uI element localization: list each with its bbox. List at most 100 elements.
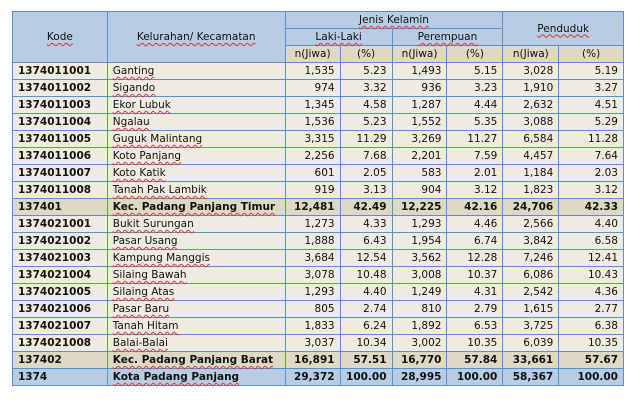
- header-total-pct: (%): [558, 45, 624, 63]
- perempuan-pct-cell: 5.35: [446, 113, 504, 131]
- perempuan-n-cell: 1,293: [391, 215, 448, 233]
- laki-pct-cell: 100.00: [339, 368, 393, 386]
- table-row: 1374021004 Silaing Bawah 3,078 10.48 3,008 10…: [12, 266, 624, 284]
- total-n-cell: 1,823: [502, 181, 560, 199]
- header-kelurahan-label: Kelurahan/ Kecamatan: [136, 31, 256, 43]
- nama-cell: Ngalau: [106, 113, 286, 131]
- total-pct-cell: 100.00: [558, 368, 624, 386]
- kode-cell: 1374021002: [12, 232, 108, 250]
- nama-label: Pasar Usang: [112, 235, 178, 247]
- nama-label: Silaing Bawah: [112, 269, 187, 281]
- perempuan-n-cell: 1,493: [391, 62, 448, 80]
- perempuan-pct-cell: 2.01: [446, 164, 504, 182]
- kode-cell: 1374: [12, 368, 108, 386]
- laki-pct-cell: 10.48: [339, 266, 393, 284]
- perempuan-pct-cell: 3.12: [446, 181, 504, 199]
- header-laki-label: Laki-Laki: [315, 31, 362, 43]
- total-n-cell: 6,039: [502, 334, 560, 352]
- total-pct-cell: 7.64: [558, 147, 624, 165]
- kode-cell: 1374021004: [12, 266, 108, 284]
- total-pct-cell: 3.12: [558, 181, 624, 199]
- laki-pct-cell: 7.68: [339, 147, 393, 165]
- kode-cell: 1374011008: [12, 181, 108, 199]
- nama-cell: Pasar Usang: [106, 232, 286, 250]
- header-penduduk-label: Penduduk: [537, 22, 590, 35]
- perempuan-pct-cell: 6.74: [446, 232, 504, 250]
- total-pct-cell: 11.28: [558, 130, 624, 148]
- perempuan-pct-cell: 3.23: [446, 79, 504, 97]
- table-row: 1374011003 Ekor Lubuk 1,345 4.58 1,287 4.44 2,…: [12, 96, 624, 114]
- perempuan-n-cell: 3,002: [391, 334, 448, 352]
- nama-label: Pasar Baru: [112, 303, 170, 315]
- nama-cell: Guguk Malintang: [106, 130, 286, 148]
- perempuan-pct-cell: 11.27: [446, 130, 504, 148]
- laki-pct-cell: 4.33: [339, 215, 393, 233]
- total-n-cell: 2,542: [502, 283, 560, 301]
- laki-n-cell: 12,481: [284, 198, 341, 216]
- perempuan-pct-cell: 7.59: [446, 147, 504, 165]
- kode-cell: 1374021006: [12, 300, 108, 318]
- header-perempuan-n: n(Jiwa): [391, 45, 448, 63]
- total-n-cell: 3,725: [502, 317, 560, 335]
- table-row: 1374021007 Tanah Hitam 1,833 6.24 1,892 6.53 3…: [12, 317, 624, 335]
- nama-cell: Tanah Pak Lambik: [106, 181, 286, 199]
- perempuan-n-cell: 3,269: [391, 130, 448, 148]
- perempuan-pct-cell: 12.28: [446, 249, 504, 267]
- laki-pct-cell: 12.54: [339, 249, 393, 267]
- total-pct-cell: 42.33: [558, 198, 624, 216]
- perempuan-pct-cell: 5.15: [446, 62, 504, 80]
- nama-cell: Kampung Manggis: [106, 249, 286, 267]
- nama-label: Kota Padang Panjang: [112, 371, 240, 383]
- nama-cell: Silaing Atas: [106, 283, 286, 301]
- total-pct-cell: 10.35: [558, 334, 624, 352]
- total-n-cell: 6,584: [502, 130, 560, 148]
- header-total-n: n(Jiwa): [502, 45, 560, 63]
- total-n-cell: 1,184: [502, 164, 560, 182]
- perempuan-n-cell: 3,562: [391, 249, 448, 267]
- laki-n-cell: 1,833: [284, 317, 341, 335]
- laki-pct-cell: 57.51: [339, 351, 393, 369]
- perempuan-n-cell: 936: [391, 79, 448, 97]
- table-row: 1374011006 Koto Panjang 2,256 7.68 2,201 7.59…: [12, 147, 624, 165]
- laki-n-cell: 3,078: [284, 266, 341, 284]
- nama-label: Bukit Surungan: [112, 218, 194, 230]
- perempuan-n-cell: 810: [391, 300, 448, 318]
- kode-cell: 1374021008: [12, 334, 108, 352]
- table-row: 1374021003 Kampung Manggis 3,684 12.54 3,562…: [12, 249, 624, 267]
- perempuan-n-cell: 1,954: [391, 232, 448, 250]
- nama-label: Tanah Pak Lambik: [112, 184, 207, 196]
- total-pct-cell: 6.38: [558, 317, 624, 335]
- laki-n-cell: 1,535: [284, 62, 341, 80]
- header-penduduk: Penduduk: [502, 11, 624, 46]
- total-n-cell: 2,632: [502, 96, 560, 114]
- nama-label: Ganting: [112, 65, 155, 77]
- laki-pct-cell: 10.34: [339, 334, 393, 352]
- laki-n-cell: 3,037: [284, 334, 341, 352]
- kecamatan-row: 137401 Kec. Padang Panjang Timur 12,481 42.…: [12, 198, 624, 216]
- total-n-cell: 33,661: [502, 351, 560, 369]
- nama-cell: Koto Panjang: [106, 147, 286, 165]
- laki-pct-cell: 42.49: [339, 198, 393, 216]
- perempuan-n-cell: 12,225: [391, 198, 448, 216]
- kode-cell: 1374011004: [12, 113, 108, 131]
- total-n-cell: 24,706: [502, 198, 560, 216]
- laki-pct-cell: 3.13: [339, 181, 393, 199]
- table-row: 1374021005 Silaing Atas 1,293 4.40 1,249 4.31…: [12, 283, 624, 301]
- nama-label: Ngalau: [112, 116, 150, 128]
- nama-label: Koto Katik: [112, 167, 166, 179]
- perempuan-pct-cell: 10.35: [446, 334, 504, 352]
- perempuan-n-cell: 1,287: [391, 96, 448, 114]
- laki-pct-cell: 4.58: [339, 96, 393, 114]
- laki-pct-cell: 4.40: [339, 283, 393, 301]
- total-n-cell: 3,842: [502, 232, 560, 250]
- header-perempuan-label: Perempuan: [417, 31, 478, 43]
- table-row: 1374011007 Koto Katik 601 2.05 583 2.01 1,184 2…: [12, 164, 624, 182]
- total-pct-cell: 3.27: [558, 79, 624, 97]
- total-pct-cell: 12.41: [558, 249, 624, 267]
- laki-pct-cell: 2.05: [339, 164, 393, 182]
- nama-label: Koto Panjang: [112, 150, 182, 162]
- nama-cell: Kec. Padang Panjang Barat: [106, 351, 286, 369]
- perempuan-pct-cell: 100.00: [446, 368, 504, 386]
- nama-label: Ekor Lubuk: [112, 99, 171, 111]
- laki-pct-cell: 6.43: [339, 232, 393, 250]
